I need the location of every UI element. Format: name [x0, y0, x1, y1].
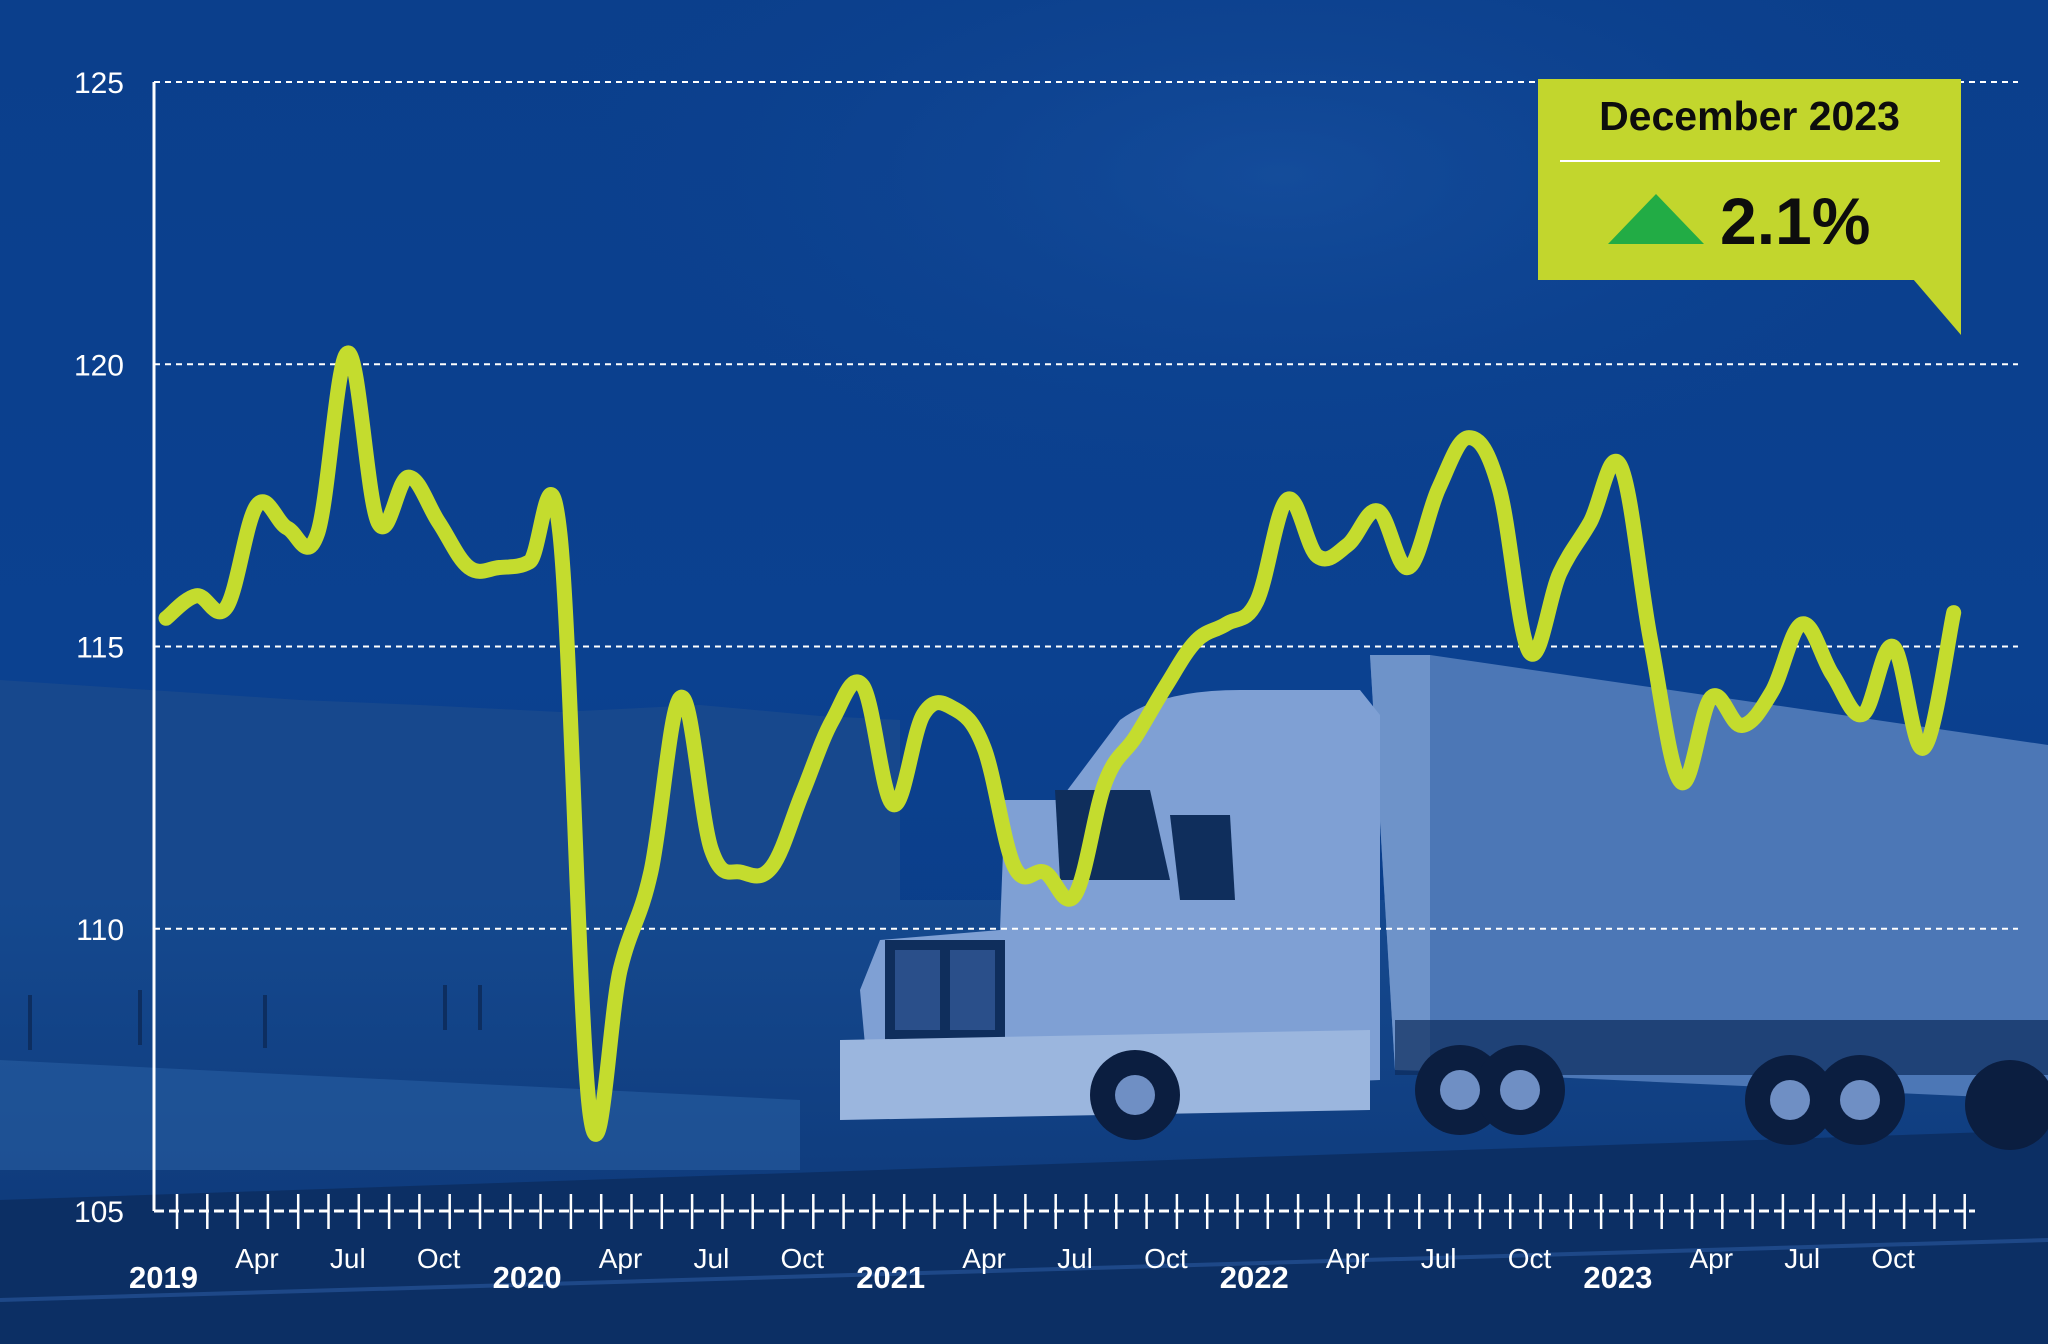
callout-tail [1913, 279, 1961, 335]
y-tick-label: 125 [74, 67, 124, 100]
data-point [1037, 865, 1052, 880]
data-point [1613, 458, 1628, 473]
data-point [340, 345, 355, 360]
data-point [1310, 549, 1325, 564]
data-point [795, 786, 810, 801]
callout-change-value: 2.1% [1720, 184, 1871, 258]
data-point [1401, 560, 1416, 575]
series-layer [158, 345, 1962, 1142]
data-point [704, 842, 719, 857]
data-point [1795, 616, 1810, 631]
data-point [1855, 707, 1870, 722]
data-point [825, 712, 840, 727]
data-point [643, 865, 658, 880]
data-point [674, 690, 689, 705]
x-month-label: Apr [235, 1243, 279, 1274]
data-point [1158, 679, 1173, 694]
callout-divider [1560, 160, 1940, 162]
data-point [1492, 481, 1507, 496]
data-point [1098, 774, 1113, 789]
data-point [401, 470, 416, 485]
data-point [1249, 594, 1264, 609]
data-point [1007, 859, 1022, 874]
x-month-label: Oct [1144, 1243, 1188, 1274]
data-point [462, 560, 477, 575]
x-month-label: Oct [417, 1243, 461, 1274]
x-month-label: Jul [1784, 1243, 1820, 1274]
data-point [855, 679, 870, 694]
callout-title: December 2023 [1599, 93, 1900, 139]
x-month-label: Jul [1057, 1243, 1093, 1274]
data-point [1704, 690, 1719, 705]
data-point [1371, 504, 1386, 519]
data-point [159, 611, 174, 626]
x-year-label: 2023 [1583, 1260, 1652, 1295]
data-point [765, 859, 780, 874]
data-point [1128, 729, 1143, 744]
data-point [1280, 492, 1295, 507]
data-point [1219, 616, 1234, 631]
callout-box [1538, 79, 1961, 280]
data-point [431, 515, 446, 530]
data-point [1583, 515, 1598, 530]
data-point [1461, 430, 1476, 445]
data-point [310, 526, 325, 541]
x-month-label: Apr [599, 1243, 643, 1274]
data-point [946, 701, 961, 716]
data-point [734, 865, 749, 880]
data-point [916, 707, 931, 722]
x-month-label: Apr [1690, 1243, 1734, 1274]
data-point [249, 498, 264, 513]
data-point [1068, 887, 1083, 902]
data-point [1886, 639, 1901, 654]
x-month-label: Oct [1508, 1243, 1552, 1274]
data-point [583, 1108, 598, 1123]
data-point [1189, 633, 1204, 648]
x-month-label: Jul [1421, 1243, 1457, 1274]
data-point [1734, 718, 1749, 733]
y-axis: 105 110 115 120 125 [74, 67, 156, 1229]
data-point [522, 554, 537, 569]
data-point [1825, 667, 1840, 682]
latest-change-callout: December 2023 2.1% [1538, 79, 1961, 335]
x-year-label: 2019 [129, 1260, 198, 1295]
data-point [613, 961, 628, 976]
data-point [1340, 537, 1355, 552]
x-year-label: 2021 [856, 1260, 925, 1295]
data-point [1916, 741, 1931, 756]
series-line [158, 345, 1962, 1142]
x-month-label: Apr [1326, 1243, 1370, 1274]
data-point [219, 599, 234, 614]
data-point [371, 515, 386, 530]
y-tick-label: 110 [76, 914, 124, 947]
x-month-label: Oct [781, 1243, 825, 1274]
data-point [977, 741, 992, 756]
data-point [1946, 605, 1961, 620]
x-month-label: Jul [694, 1243, 730, 1274]
data-point [886, 797, 901, 812]
x-year-label: 2020 [493, 1260, 562, 1295]
data-point [189, 588, 204, 603]
x-year-label: 2022 [1220, 1260, 1289, 1295]
data-point [1431, 481, 1446, 496]
data-point [1674, 774, 1689, 789]
data-point [1522, 645, 1537, 660]
y-tick-label: 120 [74, 349, 124, 382]
data-point [1643, 633, 1658, 648]
x-month-label: Oct [1871, 1243, 1915, 1274]
data-point [1552, 566, 1567, 581]
x-month-label: Jul [330, 1243, 366, 1274]
x-month-label: Apr [962, 1243, 1006, 1274]
data-point [492, 560, 507, 575]
y-tick-label: 115 [76, 632, 124, 665]
up-arrow-icon [1608, 194, 1704, 244]
x-axis: 2019 Apr Jul Oct 2020 Apr Jul Oct 2021 Apr Jul Oct 2… [129, 1194, 1975, 1295]
y-tick-label: 105 [74, 1196, 124, 1229]
data-point [552, 526, 567, 541]
data-point [1764, 684, 1779, 699]
data-point [280, 520, 295, 535]
